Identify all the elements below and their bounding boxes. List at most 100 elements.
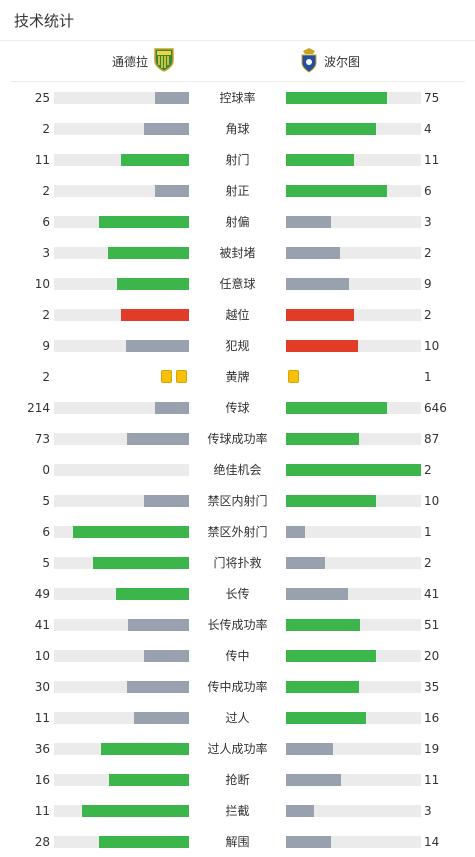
home-bar-fill [155, 402, 189, 414]
home-bar-fill [121, 154, 189, 166]
home-value: 11 [34, 153, 50, 167]
away-bar-track [286, 619, 421, 631]
home-bar-track [54, 247, 189, 259]
home-value: 6 [42, 525, 50, 539]
away-team-name: 波尔图 [324, 54, 361, 69]
home-value: 5 [42, 556, 50, 570]
home-bar-fill [99, 836, 189, 848]
stat-label: 绝佳机会 [213, 463, 262, 477]
away-bar-track [286, 743, 421, 755]
away-bar-fill [286, 712, 366, 724]
away-bar-fill [286, 185, 387, 197]
away-bar-track [286, 588, 421, 600]
home-value: 2 [42, 370, 50, 384]
stat-label: 过人 [225, 711, 250, 725]
yellow-card-icon [176, 370, 187, 383]
away-value: 11 [424, 153, 440, 167]
home-bar-track [54, 402, 189, 414]
away-bar-track [286, 123, 421, 135]
away-bar-track [286, 495, 421, 507]
home-bar-track [54, 836, 189, 848]
stat-label: 黄牌 [225, 370, 250, 384]
away-bar-track [286, 340, 421, 352]
stat-row: 16 11 抢断 [0, 771, 475, 789]
home-bar-fill [108, 247, 189, 259]
stat-row: 6 3 射偏 [0, 213, 475, 231]
home-bar-fill [126, 340, 189, 352]
home-bar-track [54, 588, 189, 600]
stat-row: 2 6 射正 [0, 182, 475, 200]
away-value: 2 [424, 463, 432, 477]
stat-row: 2 4 角球 [0, 120, 475, 138]
stat-row: 11 11 射门 [0, 151, 475, 169]
away-bar-track [286, 557, 421, 569]
stat-label: 禁区内射门 [207, 494, 268, 508]
home-bar-track [54, 681, 189, 693]
home-value: 2 [42, 308, 50, 322]
away-value: 1 [424, 525, 432, 539]
home-value: 28 [34, 835, 50, 849]
stat-label: 犯规 [225, 339, 250, 353]
away-bar-fill [286, 216, 331, 228]
away-value: 1 [424, 370, 432, 384]
home-bar-track [54, 154, 189, 166]
away-value: 2 [424, 308, 432, 322]
away-value: 6 [424, 184, 432, 198]
away-bar-track [286, 247, 421, 259]
stat-label: 射门 [225, 153, 250, 167]
away-team[interactable]: 波尔图 [294, 41, 360, 81]
away-value: 41 [424, 587, 440, 601]
stat-label: 射偏 [225, 215, 250, 229]
home-bar-fill [73, 526, 189, 538]
stat-label: 传中成功率 [207, 680, 268, 694]
away-bar-fill [286, 340, 358, 352]
away-cards [286, 370, 301, 384]
away-bar-fill [286, 278, 349, 290]
home-value: 3 [42, 246, 50, 260]
away-bar-fill [286, 464, 421, 476]
away-bar-track [286, 402, 421, 414]
away-bar-track [286, 216, 421, 228]
home-value: 11 [34, 711, 50, 725]
home-cards [159, 370, 189, 384]
home-value: 6 [42, 215, 50, 229]
stat-label: 被封堵 [219, 246, 256, 260]
away-bar-track [286, 154, 421, 166]
home-bar-track [54, 185, 189, 197]
home-value: 25 [34, 91, 50, 105]
home-bar-fill [82, 805, 189, 817]
away-bar-track [286, 433, 421, 445]
stat-label: 传中 [225, 649, 250, 663]
home-bar-track [54, 340, 189, 352]
stat-row: 49 41 长传 [0, 585, 475, 603]
stat-row: 0 2 绝佳机会 [0, 461, 475, 479]
stat-row: 5 10 禁区内射门 [0, 492, 475, 510]
home-value: 2 [42, 122, 50, 136]
away-bar-track [286, 309, 421, 321]
home-value: 10 [34, 649, 50, 663]
away-bar-track [286, 681, 421, 693]
stat-row: 214 646 传球 [0, 399, 475, 417]
away-value: 3 [424, 215, 432, 229]
away-bar-fill [286, 805, 314, 817]
stat-label: 抢断 [225, 773, 250, 787]
home-value: 5 [42, 494, 50, 508]
home-value: 9 [42, 339, 50, 353]
away-bar-fill [286, 774, 341, 786]
home-bar-fill [144, 123, 189, 135]
home-team[interactable]: 通德拉 [112, 41, 180, 81]
away-bar-track [286, 92, 421, 104]
home-bar-fill [93, 557, 189, 569]
away-value: 75 [424, 91, 440, 105]
away-value: 2 [424, 556, 432, 570]
away-value: 10 [424, 494, 440, 508]
home-value: 10 [34, 277, 50, 291]
stat-label: 射正 [225, 184, 250, 198]
home-value: 16 [34, 773, 50, 787]
home-bar-track [54, 309, 189, 321]
stat-row: 41 51 长传成功率 [0, 616, 475, 634]
stat-row: 6 1 禁区外射门 [0, 523, 475, 541]
stat-row: 2 2 越位 [0, 306, 475, 324]
home-value: 11 [34, 804, 50, 818]
home-value: 49 [34, 587, 50, 601]
